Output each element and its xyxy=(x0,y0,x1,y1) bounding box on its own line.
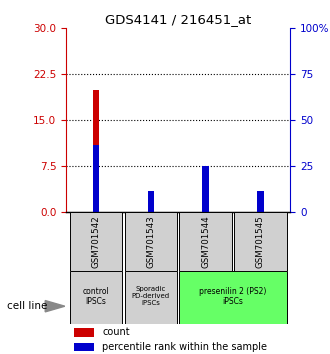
Text: control
IPSCs: control IPSCs xyxy=(83,287,110,306)
Bar xyxy=(257,203,264,212)
FancyBboxPatch shape xyxy=(179,271,286,324)
FancyBboxPatch shape xyxy=(70,271,122,324)
Bar xyxy=(74,328,94,337)
Bar xyxy=(202,166,209,212)
Bar xyxy=(148,197,154,212)
FancyBboxPatch shape xyxy=(124,271,177,324)
Title: GDS4141 / 216451_at: GDS4141 / 216451_at xyxy=(105,13,251,26)
Text: presenilin 2 (PS2)
iPSCs: presenilin 2 (PS2) iPSCs xyxy=(199,287,267,306)
Text: count: count xyxy=(102,327,130,337)
FancyBboxPatch shape xyxy=(234,212,286,271)
Bar xyxy=(202,166,209,212)
Text: percentile rank within the sample: percentile rank within the sample xyxy=(102,342,267,352)
Text: GSM701543: GSM701543 xyxy=(146,215,155,268)
FancyBboxPatch shape xyxy=(124,212,177,271)
FancyBboxPatch shape xyxy=(179,212,232,271)
Bar xyxy=(257,191,264,212)
Bar xyxy=(93,90,99,212)
Polygon shape xyxy=(45,301,65,312)
Bar xyxy=(93,145,99,212)
Bar xyxy=(74,343,94,351)
Text: GSM701544: GSM701544 xyxy=(201,215,210,268)
Text: cell line: cell line xyxy=(7,301,47,311)
Text: GSM701542: GSM701542 xyxy=(92,215,101,268)
FancyBboxPatch shape xyxy=(70,212,122,271)
Bar xyxy=(148,191,154,212)
Text: GSM701545: GSM701545 xyxy=(256,215,265,268)
Text: Sporadic
PD-derived
iPSCs: Sporadic PD-derived iPSCs xyxy=(132,286,170,306)
